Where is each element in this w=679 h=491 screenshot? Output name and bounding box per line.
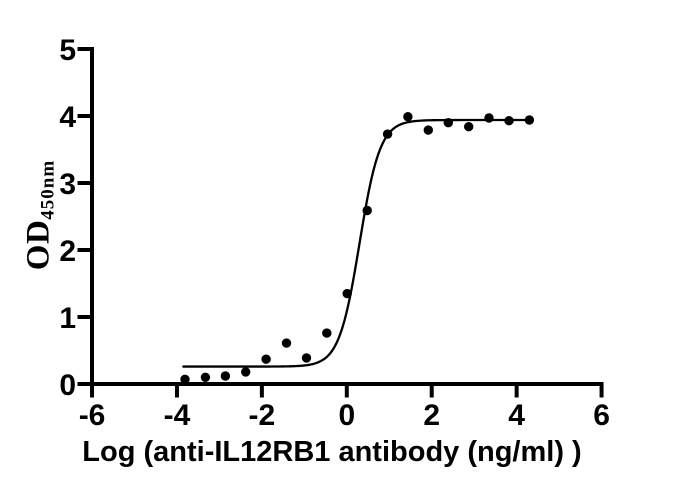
- x-tick-label: 6: [593, 399, 610, 432]
- data-point: [281, 338, 292, 348]
- fit-curve-line: [182, 118, 531, 368]
- y-tick-label: 0: [59, 369, 76, 402]
- x-tick-label: -6: [79, 399, 106, 432]
- x-tick-label: -2: [249, 399, 276, 432]
- data-point: [524, 115, 535, 125]
- data-point: [220, 371, 231, 381]
- data-point: [464, 122, 474, 132]
- y-tick-label: 1: [59, 302, 76, 335]
- data-point: [241, 367, 251, 377]
- data-point: [200, 372, 211, 382]
- data-point: [484, 113, 494, 123]
- data-point: [423, 125, 433, 135]
- y-tick-label: 3: [59, 168, 76, 201]
- data-point: [504, 116, 514, 126]
- x-axis-title: Log (anti-IL12RB1 antibody (ng/ml) ): [82, 436, 582, 468]
- data-point: [322, 328, 332, 338]
- data-point: [180, 374, 190, 384]
- y-axis-title-subscript: 450nm: [37, 159, 59, 220]
- data-point: [362, 205, 372, 216]
- y-tick-label: 5: [59, 34, 76, 67]
- data-point: [342, 288, 352, 299]
- data-point: [403, 112, 413, 122]
- x-tick-label: 0: [338, 399, 355, 432]
- y-tick-label: 4: [59, 101, 76, 134]
- data-point: [301, 353, 312, 363]
- data-point: [261, 354, 271, 364]
- data-point: [443, 118, 453, 128]
- data-point: [382, 129, 393, 139]
- y-tick-label: 2: [59, 235, 76, 268]
- x-tick-label: -4: [164, 399, 191, 432]
- x-tick-label: 4: [508, 399, 525, 432]
- x-tick-label: 2: [423, 399, 440, 432]
- y-axis-title: OD450nm: [21, 160, 60, 270]
- y-axis-title-text: OD: [20, 219, 57, 271]
